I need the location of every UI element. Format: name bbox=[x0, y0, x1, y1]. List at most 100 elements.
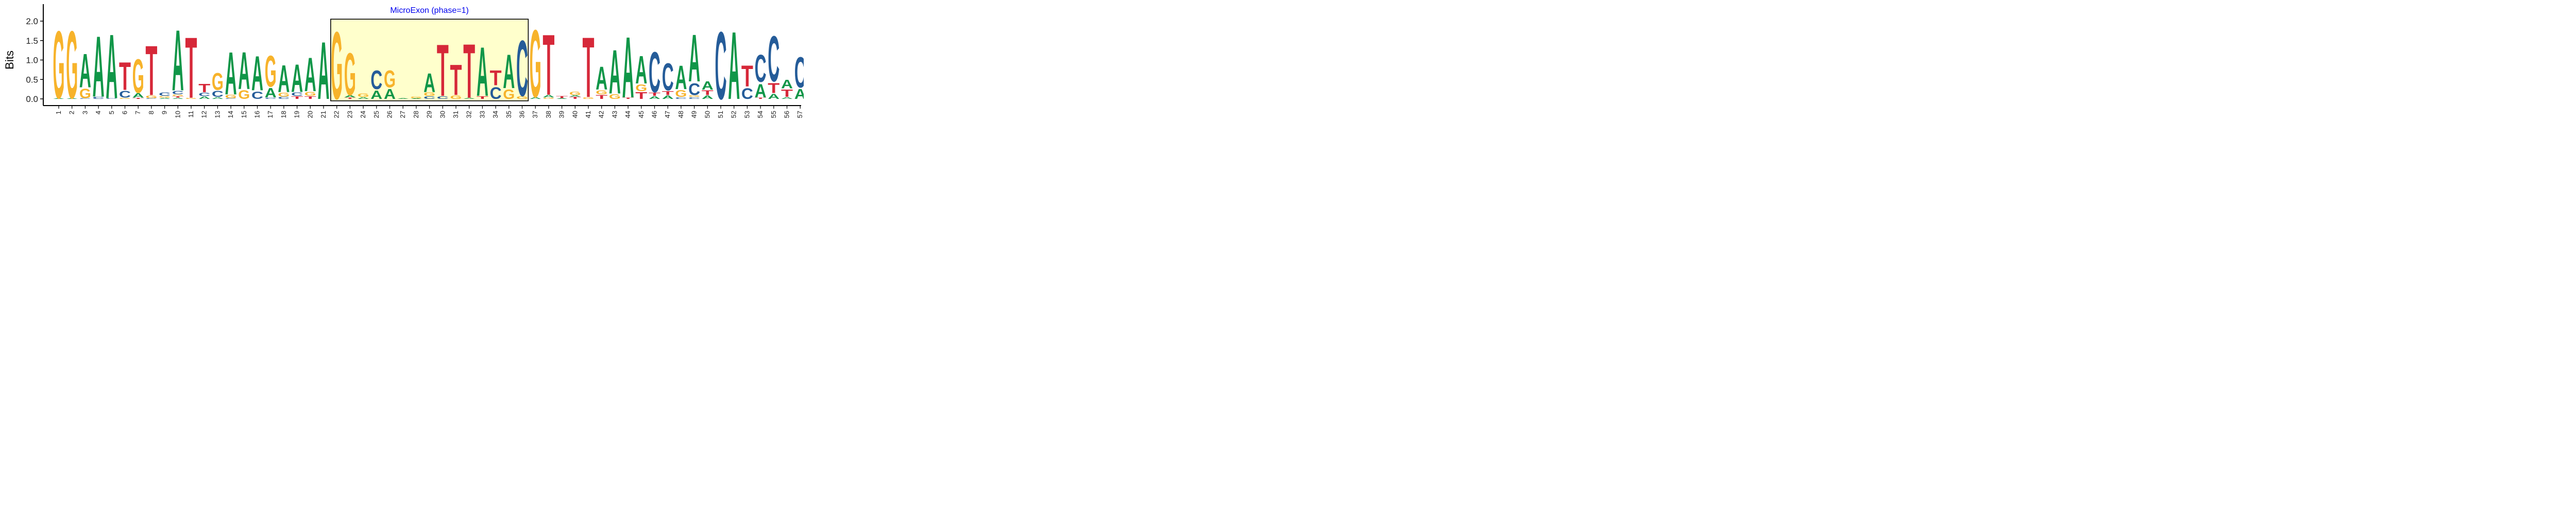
stack-position-20: TGA bbox=[304, 48, 317, 101]
glyph-A-pos-7: A bbox=[132, 92, 144, 99]
stack-position-2: AG bbox=[66, 12, 78, 119]
glyph-T-pos-32: T bbox=[463, 28, 475, 114]
glyph-G-pos-15: G bbox=[238, 88, 250, 102]
glyph-G-pos-11: G bbox=[185, 98, 197, 99]
glyph-A-pos-54: A bbox=[755, 81, 767, 102]
glyph-G-pos-17: G bbox=[265, 46, 277, 96]
glyph-G-pos-41: G bbox=[583, 97, 595, 99]
stack-position-18: CGA bbox=[278, 58, 290, 100]
stack-position-56: ATA bbox=[781, 77, 793, 99]
glyph-C-pos-19: C bbox=[291, 92, 303, 97]
x-tick-label: 37 bbox=[531, 111, 539, 118]
y-tick-label: 2.0 bbox=[26, 16, 38, 26]
glyph-A-pos-55: A bbox=[768, 93, 779, 100]
x-tick-label: 20 bbox=[306, 111, 314, 118]
x-tick-label: 41 bbox=[584, 111, 592, 118]
glyph-T-pos-34: T bbox=[490, 66, 502, 90]
glyph-C-pos-25: C bbox=[370, 65, 382, 95]
glyph-T-pos-44: T bbox=[622, 97, 635, 99]
glyph-C-pos-17: C bbox=[265, 97, 277, 99]
microexon-highlight-box bbox=[330, 19, 529, 101]
stack-position-30: CT bbox=[437, 29, 449, 112]
x-tick-label: 50 bbox=[703, 111, 711, 118]
x-tick-label: 47 bbox=[664, 111, 671, 118]
glyph-A-pos-18: A bbox=[278, 58, 290, 100]
stack-position-32: AT bbox=[463, 28, 475, 114]
glyph-A-pos-56: A bbox=[781, 77, 793, 91]
x-tick-label: 9 bbox=[161, 111, 168, 114]
stack-position-47: ATC bbox=[662, 56, 674, 100]
x-tick-label: 7 bbox=[134, 111, 142, 114]
glyph-A-pos-27: A bbox=[397, 98, 409, 99]
glyph-G-pos-45: G bbox=[635, 83, 647, 93]
x-tick-label: 26 bbox=[386, 111, 394, 118]
glyph-C-pos-9: C bbox=[159, 92, 171, 97]
glyph-G-pos-10: G bbox=[172, 94, 184, 97]
glyph-A-pos-19: A bbox=[291, 57, 303, 100]
stack-position-1: AG bbox=[53, 12, 65, 119]
stack-position-23: TAG bbox=[344, 41, 357, 108]
y-tick-label: 0.5 bbox=[26, 75, 38, 84]
glyph-A-pos-29: A bbox=[423, 68, 435, 98]
x-tick-label: 22 bbox=[333, 111, 341, 118]
x-axis-ticks: 1 2 3 4 5 6 7 8 9 10 11 12 13 14 15 16 17 18 19 20 21 22 23 24 2… bbox=[55, 106, 804, 118]
x-tick-label: 36 bbox=[518, 111, 526, 118]
glyph-G-pos-14: G bbox=[225, 94, 237, 99]
glyph-C-pos-29: C bbox=[423, 95, 435, 99]
glyph-G-pos-31: G bbox=[450, 94, 462, 100]
glyph-A-pos-40: A bbox=[569, 95, 581, 97]
stack-position-15: GA bbox=[238, 41, 250, 101]
stack-position-13: ACG bbox=[212, 69, 224, 99]
glyph-T-pos-40: T bbox=[569, 96, 582, 99]
stack-position-42: TGA bbox=[596, 60, 607, 100]
x-tick-label: 48 bbox=[677, 111, 685, 118]
stack-position-53: CT bbox=[741, 60, 753, 102]
x-tick-label: 18 bbox=[280, 111, 287, 118]
glyph-A-pos-24: A bbox=[358, 97, 369, 99]
x-tick-label: 11 bbox=[187, 111, 195, 118]
x-tick-label: 25 bbox=[372, 111, 380, 118]
glyph-T-pos-45: T bbox=[635, 91, 647, 101]
glyph-T-pos-56: T bbox=[781, 88, 793, 99]
stack-position-21: A bbox=[318, 25, 330, 117]
x-tick-label: 10 bbox=[174, 111, 181, 118]
glyph-T-pos-42: T bbox=[596, 94, 607, 100]
stack-position-8: CGT bbox=[145, 32, 157, 111]
glyph-A-pos-56: A bbox=[781, 97, 793, 99]
glyph-A-pos-5: A bbox=[106, 15, 117, 118]
x-tick-label: 12 bbox=[200, 111, 208, 118]
glyph-G-pos-23: G bbox=[344, 41, 356, 108]
stack-position-36: GC bbox=[516, 24, 528, 113]
x-tick-label: 31 bbox=[452, 111, 460, 118]
glyph-C-pos-34: C bbox=[490, 84, 502, 103]
x-tick-label: 40 bbox=[571, 111, 579, 118]
glyph-G-pos-37: G bbox=[530, 11, 541, 118]
stack-position-46: ATC bbox=[649, 40, 660, 105]
stack-position-19: TCA bbox=[291, 57, 303, 100]
glyph-T-pos-7: T bbox=[132, 97, 145, 99]
glyph-G-pos-24: G bbox=[358, 93, 369, 98]
glyph-A-pos-17: A bbox=[265, 86, 277, 101]
stack-position-16: CA bbox=[251, 47, 263, 101]
glyph-T-pos-54: T bbox=[755, 97, 767, 99]
stack-position-33: TA bbox=[477, 32, 489, 110]
stack-position-9: AGC bbox=[159, 92, 171, 99]
stack-position-7: TAG bbox=[132, 49, 145, 103]
glyph-T-pos-11: T bbox=[185, 19, 197, 116]
glyph-G-pos-9: G bbox=[159, 96, 171, 98]
x-tick-label: 29 bbox=[426, 111, 433, 118]
x-tick-label: 44 bbox=[624, 111, 632, 118]
x-tick-label: 33 bbox=[478, 111, 486, 118]
glyph-A-pos-38: A bbox=[543, 94, 554, 98]
glyph-T-pos-39: T bbox=[556, 95, 568, 98]
stack-position-26: AG bbox=[384, 66, 396, 102]
x-tick-label: 23 bbox=[346, 111, 353, 118]
glyph-A-pos-4: A bbox=[93, 18, 105, 115]
x-tick-label: 43 bbox=[611, 111, 618, 118]
stack-position-3: CGA bbox=[79, 44, 91, 101]
glyph-G-pos-3: G bbox=[79, 86, 91, 101]
glyph-A-pos-50: A bbox=[702, 95, 714, 100]
glyph-C-pos-53: C bbox=[741, 85, 753, 102]
y-tick-label: 1.5 bbox=[26, 36, 38, 46]
